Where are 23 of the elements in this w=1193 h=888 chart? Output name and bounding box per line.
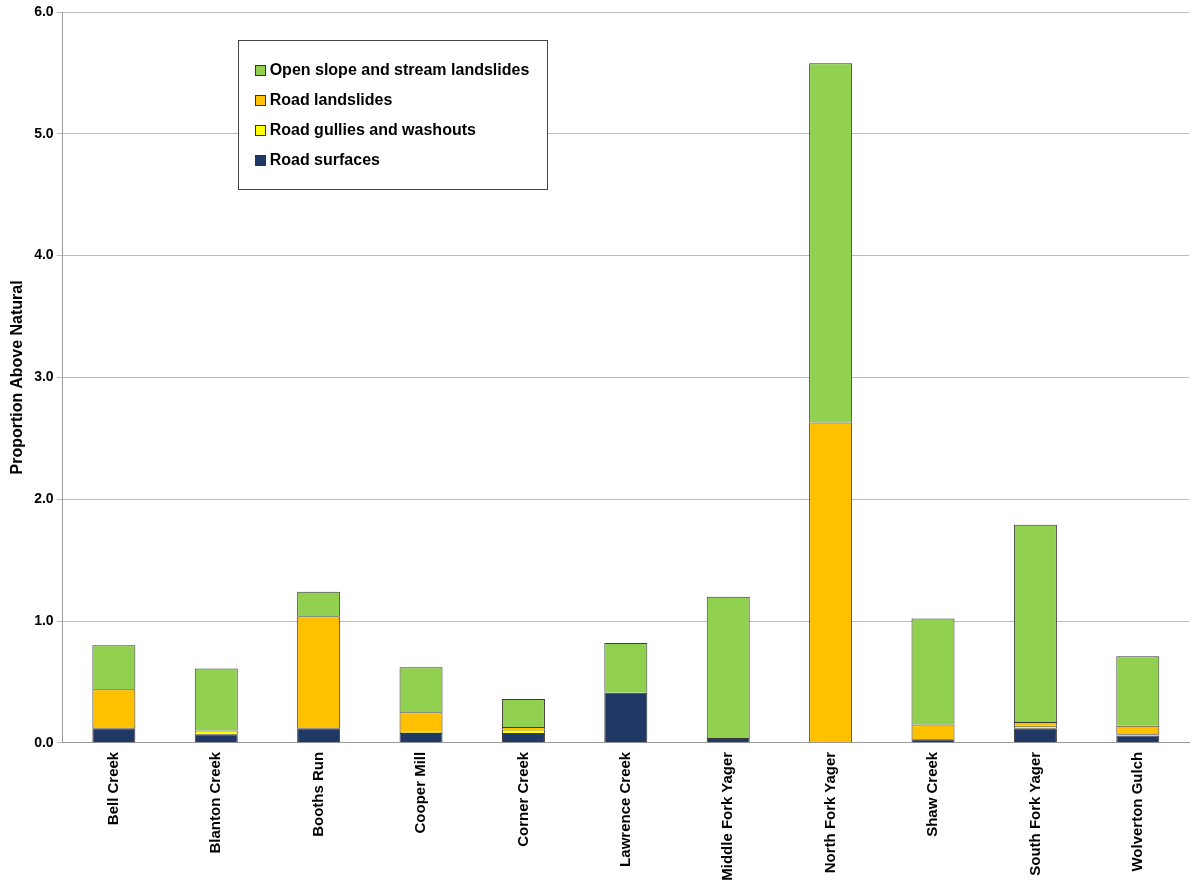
legend-label: Road landslides [269, 91, 393, 109]
y-tick-label: 6.0 [34, 2, 54, 19]
legend-label: Road surfaces [269, 151, 380, 169]
x-tick-label: South Fork Yager [1025, 751, 1043, 876]
x-tick-label: Cooper Mill [411, 751, 429, 834]
x-tick-label: Lawrence Creek [615, 751, 633, 867]
x-tick-label: North Fork Yager [820, 751, 838, 874]
y-tick-label: 3.0 [34, 368, 54, 385]
legend-label: Road gullies and washouts [269, 121, 476, 139]
x-tick-label: Bell Creek [104, 751, 121, 826]
y-tick-label: 0.0 [34, 733, 54, 750]
x-tick-label: Shaw Creek [923, 751, 941, 837]
y-axis-title: Proportion Above Natural [8, 280, 26, 475]
y-tick-label: 4.0 [34, 246, 54, 263]
x-tick-label: Blanton Creek [206, 751, 224, 854]
y-tick-label: 5.0 [34, 124, 54, 141]
y-tick-label: 2.0 [34, 490, 54, 507]
x-tick-label: Corner Creek [513, 751, 531, 847]
y-tick-label: 1.0 [34, 611, 54, 628]
x-tick-label: Middle Fork Yager [718, 751, 736, 881]
x-tick-label: Wolverton Gulch [1127, 751, 1145, 872]
x-tick-label: Booths Run [308, 751, 326, 837]
legend-label: Open slope and stream landslides [269, 61, 530, 79]
